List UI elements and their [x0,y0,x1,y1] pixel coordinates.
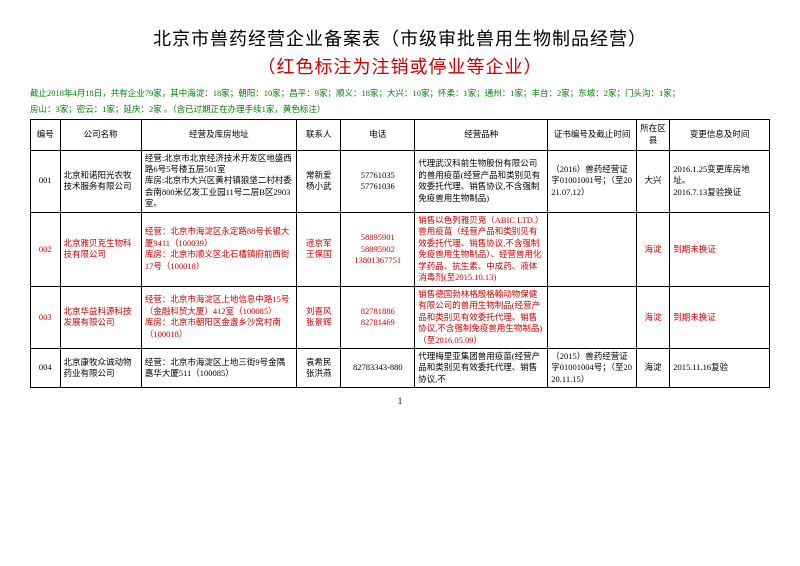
cell: 北京华益科源科技发展有限公司 [60,286,141,348]
cell: （2016）兽药经营证字01001001号；（至2021.07.12） [548,150,637,212]
table-row: 004北京康牧众诚动物药业有限公司经营：北京市海淀区上地三街9号金隅嘉华大厦51… [31,349,770,388]
col-addr: 经营及库房地址 [141,119,296,150]
cell: 刘喜风 张景辉 [297,286,341,348]
cell: 58895901 58895902 13801367751 [341,212,415,286]
page-subtitle: （红色标注为注销或停业等企业） [30,53,770,79]
cell: 海淀 [636,286,669,348]
cell: 海淀 [636,212,669,286]
cell: 遆京军 王保国 [297,212,341,286]
cell: 大兴 [636,150,669,212]
cell: 北京雅贝克生物科技有限公司 [60,212,141,286]
cell: 销售以色列雅贝克（ABIC LTD.）兽用疫苗（经营产品和类别见有效委托代理、销… [415,212,548,286]
cell: 代理梅里亚集团兽用疫苗(经营产品和类别见有效委托代理、销售协议,不 [415,349,548,388]
records-table: 编号 公司名称 经营及库房地址 联系人 电话 经营品种 证书编号及截止时间 所在… [30,119,770,389]
note-line-2: 房山：3家；密云：1家；延庆：2家 。（含已过期正在办理手续1家，黄色标注） [30,103,770,116]
col-cert: 证书编号及截止时间 [548,119,637,150]
cell: 82783343-880 [341,349,415,388]
table-row: 003北京华益科源科技发展有限公司经营：北京市海淀区上地信息中路15号（金融科贸… [31,286,770,348]
cell: 经营：北京市海淀区上地信息中路15号（金融科贸大厦）412室（100085） 库… [141,286,296,348]
cell: 常新爱 杨小武 [297,150,341,212]
table-row: 002北京雅贝克生物科技有限公司经营：北京市海淀区永定路88号长银大厦9411（… [31,212,770,286]
cell: 82781886 82781469 [341,286,415,348]
cell: 003 [31,286,61,348]
cell: 2016.1.25变更库房地址。 2016.7.13复验换证 [670,150,770,212]
cell: 到期未换证 [670,286,770,348]
col-scope: 经营品种 [415,119,548,150]
cell [548,286,637,348]
page-title: 北京市兽药经营企业备案表（市级审批兽用生物制品经营） [30,25,770,51]
col-change: 变更信息及时间 [670,119,770,150]
cell: 北京和诺阳光农牧技术服务有限公司 [60,150,141,212]
cell: 到期未换证 [670,212,770,286]
cell: 2015.11.16复验 [670,349,770,388]
cell: （2015）兽药经营证字01001004号；（至2020.11.15） [548,349,637,388]
cell [548,212,637,286]
cell: 经营:北京市北京经济技术开发区地盛西路6号5号楼五层501室 库房:北京市大兴区… [141,150,296,212]
col-contact: 联系人 [297,119,341,150]
note-line-1: 截止2018年4月18日，共有企业79家，其中海淀：18家；朝阳：10家；昌平：… [30,87,770,100]
col-district: 所在区县 [636,119,669,150]
col-company: 公司名称 [60,119,141,150]
cell: 经营：北京市海淀区上地三街9号金隅嘉华大厦511（100085） [141,349,296,388]
cell: 北京康牧众诚动物药业有限公司 [60,349,141,388]
cell: 57761035 57761036 [341,150,415,212]
cell: 海淀 [636,349,669,388]
cell: 经营：北京市海淀区永定路88号长银大厦9411（100039） 库房：北京市顺义… [141,212,296,286]
cell: 002 [31,212,61,286]
page-number: 1 [30,396,770,406]
cell: 销售德国勃林格殷格翰动物保健有限公司的兽用生物制品(经营产品和类别见有效委托代理… [415,286,548,348]
col-phone: 电话 [341,119,415,150]
cell: 袁希民 张洪燕 [297,349,341,388]
col-id: 编号 [31,119,61,150]
cell: 004 [31,349,61,388]
table-row: 001北京和诺阳光农牧技术服务有限公司经营:北京市北京经济技术开发区地盛西路6号… [31,150,770,212]
cell: 001 [31,150,61,212]
header-row: 编号 公司名称 经营及库房地址 联系人 电话 经营品种 证书编号及截止时间 所在… [31,119,770,150]
cell: 代理武汉科前生物股份有限公司的兽用疫苗(经营产品和类别见有效委托代理、销售协议,… [415,150,548,212]
